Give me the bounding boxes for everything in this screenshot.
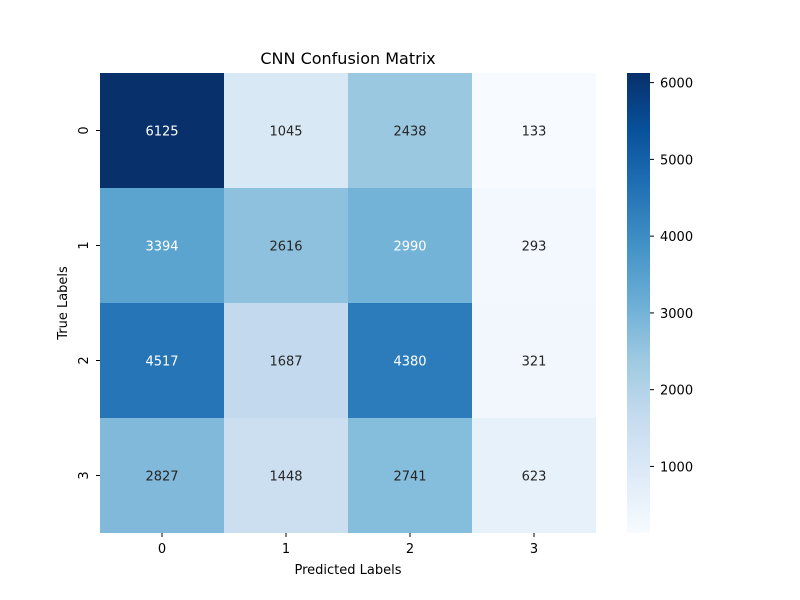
cell-value-label-3-3: 623: [522, 470, 547, 485]
heatmap-cell-2-1: [224, 303, 348, 418]
heatmap-cell-3-2: [348, 418, 472, 533]
y-axis-label: True Labels: [56, 266, 71, 341]
y-tick-label-3: 3: [77, 471, 92, 479]
y-tick-label-2: 2: [77, 356, 92, 364]
chart-title: CNN Confusion Matrix: [260, 49, 435, 68]
heatmap-cell-1-3: [472, 188, 596, 303]
heatmap-cell-2-3: [472, 303, 596, 418]
cell-value-label-3-2: 2741: [393, 470, 426, 485]
cell-value-label-0-0: 6125: [145, 125, 178, 140]
cell-value-label-2-1: 1687: [269, 355, 302, 370]
y-axis-ticks: 0 1 2 3: [77, 126, 100, 480]
x-axis-ticks: 0 1 2 3: [158, 533, 538, 557]
colorbar-tick-label-2: 3000: [660, 307, 693, 322]
cell-value-label-3-0: 2827: [145, 470, 178, 485]
colorbar-ticks: 1000 2000 3000 4000 5000 6000: [650, 77, 693, 475]
colorbar-gradient: [627, 73, 650, 533]
heatmap-cells: 6125 1045 2438 133 3394 2616 2990 293 4517 1687 43…: [100, 73, 596, 533]
cell-value-label-3-1: 1448: [269, 470, 302, 485]
heatmap-cell-1-1: [224, 188, 348, 303]
x-tick-label-2: 2: [406, 542, 414, 557]
cell-value-label-0-2: 2438: [393, 125, 426, 140]
x-tick-label-0: 0: [158, 542, 166, 557]
heatmap-cell-1-2: [348, 188, 472, 303]
heatmap-cell-2-0: [100, 303, 224, 418]
y-tick-label-0: 0: [77, 126, 92, 134]
y-tick-label-1: 1: [77, 241, 92, 249]
x-tick-label-1: 1: [282, 542, 290, 557]
cell-value-label-2-0: 4517: [145, 355, 178, 370]
colorbar: 1000 2000 3000 4000 5000 6000: [627, 73, 693, 533]
colorbar-tick-label-4: 5000: [660, 153, 693, 168]
colorbar-tick-label-5: 6000: [660, 77, 693, 92]
heatmap-cell-3-3: [472, 418, 596, 533]
cell-value-label-2-3: 321: [522, 355, 547, 370]
colorbar-tick-label-0: 1000: [660, 460, 693, 475]
cell-value-label-0-1: 1045: [269, 125, 302, 140]
cell-value-label-1-1: 2616: [269, 240, 302, 255]
cell-value-label-1-3: 293: [522, 240, 547, 255]
heatmap-cell-0-2: [348, 73, 472, 188]
colorbar-tick-label-3: 4000: [660, 230, 693, 245]
heatmap-cell-3-1: [224, 418, 348, 533]
heatmap-cell-0-1: [224, 73, 348, 188]
x-axis-label: Predicted Labels: [294, 563, 401, 578]
cell-value-label-1-2: 2990: [393, 240, 426, 255]
heatmap-cell-2-2: [348, 303, 472, 418]
heatmap-cell-0-3: [472, 73, 596, 188]
cell-value-label-2-2: 4380: [393, 355, 426, 370]
heatmap-cell-3-0: [100, 418, 224, 533]
heatmap-cell-0-0: [100, 73, 224, 188]
colorbar-tick-label-1: 2000: [660, 384, 693, 399]
x-tick-label-3: 3: [530, 542, 538, 557]
cell-value-label-0-3: 133: [522, 125, 547, 140]
heatmap-cell-1-0: [100, 188, 224, 303]
cell-value-label-1-0: 3394: [145, 240, 178, 255]
